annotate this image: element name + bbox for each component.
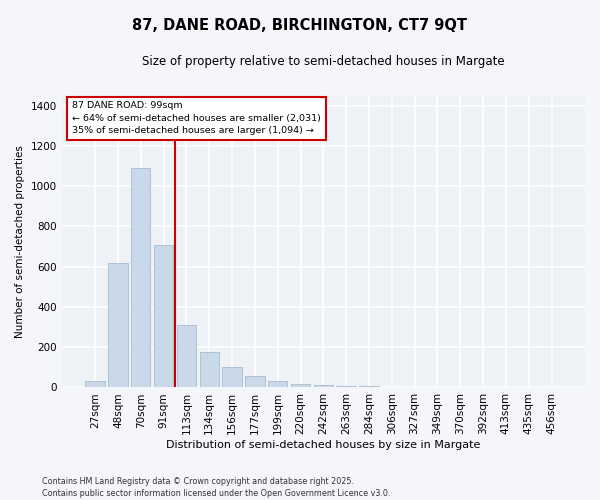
Text: Contains HM Land Registry data © Crown copyright and database right 2025.
Contai: Contains HM Land Registry data © Crown c… bbox=[42, 476, 391, 498]
Bar bbox=[314, 386, 333, 388]
Bar bbox=[268, 382, 287, 388]
Bar bbox=[108, 262, 128, 388]
Bar bbox=[359, 386, 379, 388]
Bar bbox=[223, 368, 242, 388]
Bar bbox=[291, 384, 310, 388]
Bar bbox=[177, 325, 196, 388]
Text: 87, DANE ROAD, BIRCHINGTON, CT7 9QT: 87, DANE ROAD, BIRCHINGTON, CT7 9QT bbox=[133, 18, 467, 32]
Bar bbox=[131, 168, 151, 388]
Y-axis label: Number of semi-detached properties: Number of semi-detached properties bbox=[15, 145, 25, 338]
X-axis label: Distribution of semi-detached houses by size in Margate: Distribution of semi-detached houses by … bbox=[166, 440, 481, 450]
Bar bbox=[154, 244, 173, 388]
Bar bbox=[85, 382, 105, 388]
Title: Size of property relative to semi-detached houses in Margate: Size of property relative to semi-detach… bbox=[142, 55, 505, 68]
Text: 87 DANE ROAD: 99sqm
← 64% of semi-detached houses are smaller (2,031)
35% of sem: 87 DANE ROAD: 99sqm ← 64% of semi-detach… bbox=[72, 102, 321, 136]
Bar bbox=[200, 352, 219, 388]
Bar bbox=[337, 386, 356, 388]
Bar bbox=[245, 376, 265, 388]
